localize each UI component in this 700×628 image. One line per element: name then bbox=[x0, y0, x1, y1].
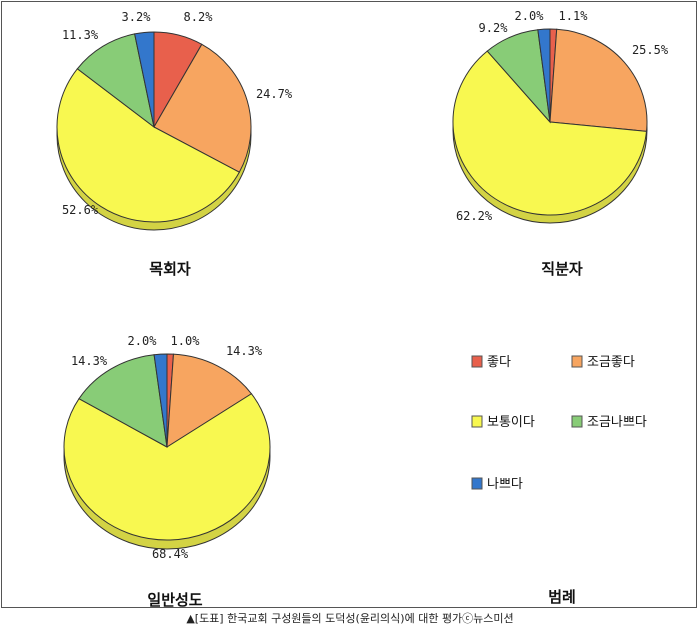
legend-item: 보통이다 bbox=[471, 415, 535, 430]
pie-slice-조금나쁘다 bbox=[76, 33, 155, 129]
slice-label: 8.2% bbox=[184, 10, 214, 24]
legend-swatch bbox=[471, 477, 483, 490]
slice-label: 1.1% bbox=[559, 9, 589, 23]
pie-slice-나쁘다 bbox=[537, 28, 551, 123]
slice-label: 24.7% bbox=[256, 87, 293, 101]
slice-label: 52.6% bbox=[62, 203, 99, 217]
pie-slice-조금좋다 bbox=[549, 28, 648, 132]
pie-slice-보통이다 bbox=[56, 68, 240, 223]
slice-label: 2.0% bbox=[515, 9, 545, 23]
legend-label: 조금좋다 bbox=[587, 355, 635, 370]
legend-item: 조금나쁘다 bbox=[571, 415, 647, 430]
pie-chart-3: 1.0% 14.3% 68.4% 14.3% 2.0% 일반성도 bbox=[63, 334, 271, 609]
pie-title: 목회자 bbox=[149, 260, 191, 278]
slice-label: 25.5% bbox=[632, 43, 669, 57]
pie-slice-나쁘다 bbox=[134, 31, 155, 128]
legend-swatch bbox=[471, 415, 483, 428]
pie-title: 직분자 bbox=[541, 260, 583, 278]
slice-label: 11.3% bbox=[62, 28, 99, 42]
legend-label: 조금나쁘다 bbox=[587, 415, 647, 430]
pie-charts-canvas: 8.2% 24.7% 52.6% 11.3% 3.2% 목회자 1.1% 25.5% 62.2%… bbox=[56, 9, 669, 609]
pie-title: 일반성도 bbox=[147, 591, 202, 609]
pie-slice-조금나쁘다 bbox=[78, 354, 168, 448]
legend-swatch bbox=[571, 415, 583, 428]
legend-item: 나쁘다 bbox=[471, 477, 523, 492]
legend-swatch bbox=[571, 355, 583, 368]
slice-label: 9.2% bbox=[479, 21, 509, 35]
legend-label: 보통이다 bbox=[487, 415, 535, 430]
pie-slice-조금좋다 bbox=[153, 43, 252, 173]
pie-chart-2: 1.1% 25.5% 62.2% 9.2% 2.0% 직분자 bbox=[452, 9, 669, 278]
slice-label: 68.4% bbox=[152, 547, 189, 561]
pie-slice-조금좋다 bbox=[166, 353, 253, 448]
legend-item: 좋다 bbox=[471, 355, 511, 370]
slice-label: 14.3% bbox=[226, 344, 263, 358]
slice-label: 1.0% bbox=[171, 334, 201, 348]
legend-swatch bbox=[471, 355, 483, 368]
slice-label: 2.0% bbox=[128, 334, 158, 348]
chart-frame: 8.2% 24.7% 52.6% 11.3% 3.2% 목회자 1.1% 25.5% 62.2%… bbox=[1, 1, 697, 609]
legend-title: 범례 bbox=[548, 588, 576, 606]
slice-label: 3.2% bbox=[122, 10, 152, 24]
legend-label: 나쁘다 bbox=[487, 477, 523, 492]
pie-slice-보통이다 bbox=[452, 50, 648, 216]
pie-chart-1: 8.2% 24.7% 52.6% 11.3% 3.2% 목회자 bbox=[56, 10, 293, 278]
legend-item: 조금좋다 bbox=[571, 355, 635, 370]
pie-slice-보통이다 bbox=[63, 393, 271, 541]
figure-caption: ▲[도표] 한국교회 구성원들의 도덕성(윤리의식)에 대한 평가ⓒ뉴스미션 bbox=[186, 612, 514, 625]
legend-label: 좋다 bbox=[487, 355, 511, 370]
pie-slice-나쁘다 bbox=[153, 353, 168, 448]
slice-label: 62.2% bbox=[456, 209, 493, 223]
slice-label: 14.3% bbox=[71, 354, 108, 368]
